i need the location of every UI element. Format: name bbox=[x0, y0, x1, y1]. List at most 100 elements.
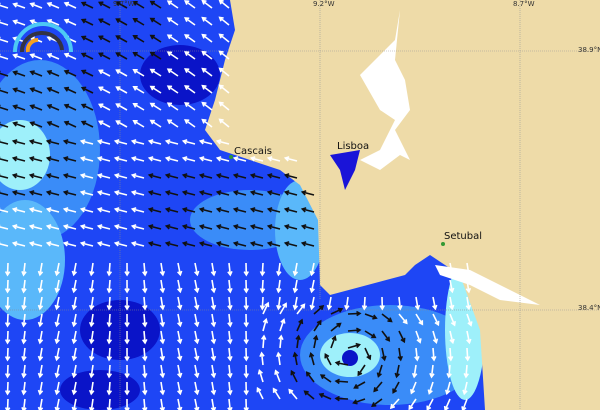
current-arrow bbox=[183, 225, 196, 230]
arrow-head bbox=[124, 356, 130, 362]
arrow-head bbox=[21, 287, 27, 294]
arrow-head bbox=[198, 156, 205, 162]
current-arrow bbox=[200, 140, 213, 145]
arrow-head bbox=[28, 241, 35, 247]
current-arrow bbox=[30, 87, 43, 94]
current-arrow bbox=[13, 105, 26, 111]
current-arrow bbox=[449, 330, 454, 343]
arrow-head bbox=[11, 190, 18, 196]
current-arrow bbox=[466, 313, 472, 326]
arrow-head bbox=[142, 322, 148, 328]
current-arrow bbox=[13, 242, 26, 247]
arrow-head bbox=[303, 390, 309, 396]
current-arrow bbox=[90, 398, 94, 410]
arrow-head bbox=[194, 287, 200, 294]
arrow-head bbox=[300, 224, 307, 230]
arrow-head bbox=[71, 389, 78, 396]
arrow-head bbox=[164, 241, 171, 247]
arrow-head bbox=[142, 356, 148, 362]
arrow-head bbox=[232, 173, 239, 179]
current-arrow bbox=[184, 85, 196, 94]
arrow-head bbox=[71, 355, 78, 362]
current-arrow bbox=[81, 225, 94, 230]
arrow-head bbox=[218, 16, 224, 22]
arrow-head bbox=[29, 70, 35, 76]
current-arrow bbox=[55, 398, 60, 410]
current-arrow bbox=[217, 225, 230, 230]
current-arrow bbox=[194, 313, 199, 326]
current-arrow bbox=[81, 87, 94, 94]
arrow-head bbox=[132, 1, 138, 6]
current-arrow bbox=[149, 208, 162, 213]
current-arrow bbox=[150, 17, 162, 26]
arrow-head bbox=[432, 338, 439, 345]
arrow-head bbox=[62, 173, 69, 179]
arrow-head bbox=[124, 271, 130, 277]
arrow-head bbox=[394, 372, 400, 379]
arrow-head bbox=[4, 373, 11, 379]
arrow-head bbox=[465, 287, 472, 294]
arrow-head bbox=[184, 68, 190, 73]
current-arrow bbox=[30, 2, 43, 9]
arrow-head bbox=[62, 224, 69, 230]
current-arrow bbox=[345, 296, 349, 310]
current-arrow bbox=[219, 118, 230, 128]
arrow-head bbox=[292, 304, 299, 311]
arrow-head bbox=[319, 374, 326, 380]
current-arrow bbox=[13, 71, 26, 77]
arrow-head bbox=[11, 241, 18, 247]
arrow-head bbox=[4, 288, 11, 294]
arrow-head bbox=[177, 338, 183, 345]
arrow-head bbox=[292, 351, 299, 358]
current-arrow bbox=[194, 262, 199, 275]
arrow-head bbox=[29, 53, 35, 59]
arrow-head bbox=[124, 373, 130, 379]
arrow-head bbox=[227, 304, 233, 311]
current-arrow bbox=[201, 0, 213, 9]
arrow-head bbox=[21, 355, 27, 362]
current-arrow bbox=[47, 242, 60, 247]
arrow-head bbox=[12, 104, 18, 110]
arrow-head bbox=[324, 353, 330, 359]
arrow-head bbox=[149, 119, 155, 125]
current-arrow bbox=[194, 347, 199, 360]
current-arrow bbox=[90, 364, 94, 377]
current-arrow bbox=[432, 296, 437, 309]
arrow-head bbox=[98, 52, 104, 58]
arrow-head bbox=[132, 120, 138, 125]
current-arrow bbox=[133, 69, 145, 77]
current-arrow bbox=[449, 296, 454, 309]
current-arrow bbox=[194, 398, 199, 410]
arrow-head bbox=[243, 322, 249, 328]
arrow-head bbox=[80, 86, 87, 92]
current-arrow bbox=[81, 140, 94, 145]
arrow-head bbox=[28, 224, 35, 230]
arrow-head bbox=[334, 378, 340, 385]
current-arrow bbox=[463, 381, 468, 394]
arrow-head bbox=[449, 287, 455, 294]
current-arrow bbox=[30, 174, 43, 179]
arrow-head bbox=[37, 372, 44, 379]
arrow-head bbox=[371, 333, 377, 339]
arrow-head bbox=[166, 0, 173, 6]
arrow-head bbox=[11, 139, 18, 145]
arrow-head bbox=[334, 395, 340, 402]
current-arrow bbox=[132, 242, 145, 247]
arrow-head bbox=[124, 339, 130, 345]
current-arrow bbox=[177, 364, 182, 377]
arrow-head bbox=[295, 334, 301, 341]
arrow-head bbox=[416, 338, 422, 344]
current-arrow bbox=[194, 381, 199, 394]
current-arrow bbox=[184, 102, 196, 111]
arrow-head bbox=[106, 339, 113, 345]
current-arrow bbox=[160, 381, 164, 394]
arrow-head bbox=[37, 338, 44, 345]
current-arrow bbox=[108, 296, 111, 310]
arrow-head bbox=[80, 120, 87, 126]
land bbox=[205, 0, 600, 410]
current-arrow bbox=[310, 353, 315, 366]
current-arrow bbox=[211, 381, 215, 394]
arrow-head bbox=[465, 304, 472, 311]
arrow-head bbox=[201, 101, 207, 107]
arrow-head bbox=[130, 207, 137, 213]
